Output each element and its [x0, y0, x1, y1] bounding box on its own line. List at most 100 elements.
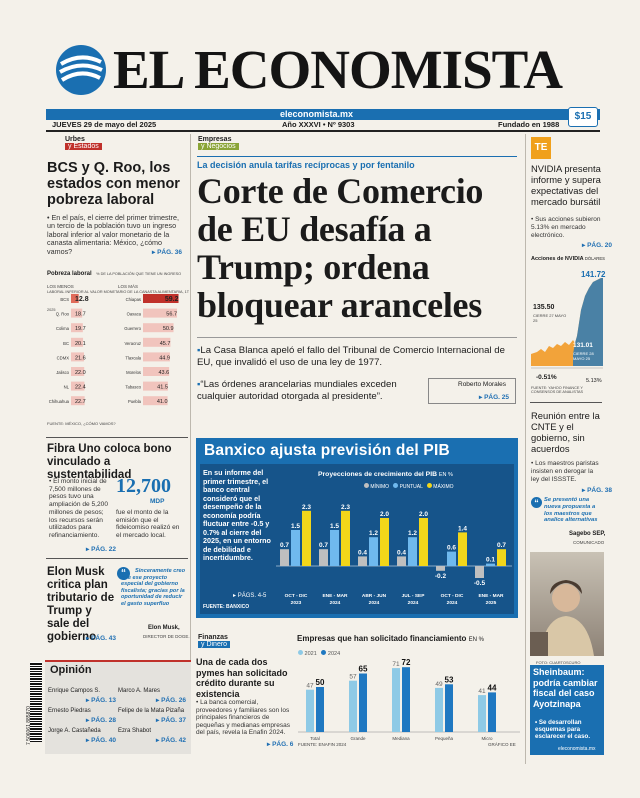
founded-label: Fundado en 1988	[498, 120, 560, 129]
pobreza-chart-title: Pobreza laboral % DE LA POBLACIÓN QUE TI…	[47, 271, 189, 312]
financiamiento-bar	[435, 687, 443, 732]
financiamiento-category-label: Micro	[482, 736, 493, 741]
musk-quote-author: Elon Musk,	[148, 625, 180, 631]
nvidia-source: FUENTE: YAHOO FINANCE Y CONSENSOS DE ANA…	[531, 386, 584, 394]
pobreza-value-label: 21.6	[75, 355, 86, 361]
pib-value-label: 2.3	[341, 504, 350, 511]
pib-bar	[486, 563, 495, 566]
opinion-columnist[interactable]: Ezra Shabot	[118, 728, 152, 734]
fibra-headline[interactable]: Fibra Uno coloca bono vinculado a susten…	[47, 443, 172, 481]
opinion-page-link[interactable]: PÁG. 42	[156, 736, 186, 744]
pib-bar	[475, 566, 484, 578]
pobreza-category-label: Morelos	[126, 370, 141, 375]
opinion-columnist[interactable]: Ernesto Piedras	[48, 708, 91, 714]
sheinbaum-url[interactable]: eleconomista.mx	[558, 746, 596, 752]
cnte-quote-role: COMUNICADO	[573, 540, 605, 545]
pib-bar	[291, 530, 300, 566]
financiamiento-value-label: 47	[306, 683, 314, 690]
financiamiento-value-label: 65	[359, 665, 368, 674]
pib-value-label: 1.5	[291, 523, 300, 530]
fibra-bullet: • El monto inicial de 7,500 millones de …	[49, 478, 109, 539]
pib-bar	[497, 549, 506, 566]
masthead-bar	[46, 109, 600, 120]
pib-value-label: 2.0	[419, 511, 428, 518]
pobreza-category-label: Colima	[56, 326, 70, 331]
nvidia-label-1: 135.50	[533, 304, 555, 311]
finanzas-headline[interactable]: Una de cada dos pymes han solicitado cré…	[196, 657, 288, 699]
pobreza-value-label: 43.6	[158, 370, 169, 376]
opinion-columnist[interactable]: Felipe de la Mata Pizaña	[118, 708, 185, 714]
financiamiento-value-label: 49	[435, 681, 443, 688]
musk-quote: Sinceramente creo que ese proyecto espec…	[121, 568, 186, 607]
sheinbaum-photo	[530, 552, 604, 656]
banxico-page-link[interactable]: ▸ PÁGS. 4-5	[233, 593, 267, 599]
barcode	[30, 662, 42, 742]
pobreza-value-label: 18.7	[75, 312, 86, 318]
pib-category-year: 2024	[447, 600, 458, 606]
pobreza-category-label: Puebla	[128, 399, 142, 404]
pobreza-bar	[143, 323, 174, 333]
financiamiento-bar	[478, 695, 486, 732]
pobreza-bar	[71, 352, 84, 362]
pobreza-chart: BCS 12.8 Q. Roo 18.7 Colima 19.7 BC 20.1 CDMX 21.…	[49, 294, 179, 406]
barcode-digits: 7 506061 885870	[26, 706, 32, 745]
fibra-page-link[interactable]: PÁG. 22	[86, 545, 116, 553]
lead-page-link[interactable]: PÁG. 25	[479, 393, 509, 401]
pib-value-label: -0.2	[435, 573, 447, 580]
lead-byline-box	[428, 378, 516, 404]
cnte-headline[interactable]: Reunión entre la CNTE y el gobierno, sin…	[531, 410, 600, 454]
pobreza-category-label: Tabasco	[125, 385, 141, 390]
opinion-page-link[interactable]: PÁG. 13	[86, 696, 116, 704]
pobreza-bar	[143, 396, 168, 406]
financiamiento-category-label: Total	[310, 736, 320, 741]
pobreza-bar	[71, 381, 85, 391]
pobreza-bar	[71, 294, 79, 303]
opinion-page-link[interactable]: PÁG. 40	[86, 736, 116, 744]
nvidia-page-link[interactable]: PÁG. 20	[582, 241, 612, 249]
pobreza-bullet: • En el país, el cierre del primer trime…	[47, 213, 179, 256]
cnte-quote: Se presentó una nueva propuesta a los ma…	[544, 497, 598, 524]
pobreza-bar	[143, 294, 179, 303]
opinion-columnist[interactable]: Jorge A. Castañeda	[48, 728, 101, 734]
nvidia-label-2: 141.72	[581, 270, 606, 279]
pobreza-value-label: 12.8	[75, 296, 89, 303]
opinion-columnist[interactable]: Enrique Campos S.	[48, 688, 101, 694]
lead-headline[interactable]: Corte de Comercio de EU desafía a Trump;…	[197, 171, 484, 325]
pobreza-value-label: 59.2	[165, 296, 179, 303]
cnte-page-link[interactable]: PÁG. 38	[582, 486, 612, 494]
pobreza-bar	[143, 381, 168, 391]
opinion-columnist[interactable]: Marco A. Mares	[118, 688, 161, 694]
pobreza-value-label: 50.9	[163, 326, 174, 332]
sheinbaum-headline[interactable]: Sheinbaum: podría cambiar fiscal del cas…	[533, 667, 598, 709]
masthead-url[interactable]: eleconomista.mx	[280, 109, 354, 119]
pobreza-bar	[143, 308, 178, 318]
nvidia-headline[interactable]: NVIDIA presenta informe y supera expecta…	[531, 163, 601, 207]
financiamiento-category-label: Mediana	[392, 736, 410, 741]
pobreza-value-label: 44.9	[159, 355, 170, 361]
pobreza-page-link[interactable]: PÁG. 36	[152, 248, 182, 256]
pobreza-category-label: Oaxaca	[127, 312, 142, 317]
banxico-headline[interactable]: Banxico ajusta previsión del PIB	[204, 442, 450, 459]
price-badge: $15	[568, 107, 598, 127]
financiamiento-bar	[402, 667, 410, 732]
section-tag-urbes: Urbes y Estados	[65, 136, 102, 150]
pobreza-category-label: Veracruz	[124, 341, 141, 346]
pobreza-headline[interactable]: BCS y Q. Roo, los estados con menor pobr…	[47, 160, 180, 208]
pib-bar	[436, 566, 445, 571]
opinion-page-link[interactable]: PÁG. 28	[86, 716, 116, 724]
pobreza-category-label: BCS	[60, 297, 69, 302]
pib-category-year: 2024	[369, 600, 380, 606]
pib-value-label: 0.7	[319, 542, 328, 549]
banxico-chart-title: Proyecciones de crecimiento del PIB EN %	[318, 471, 453, 478]
pobreza-category-label: Chihuahua	[49, 399, 70, 404]
pib-category-label: ABR - JUN	[362, 593, 387, 599]
financiamiento-bar	[488, 692, 496, 732]
nvidia-label-3b: CIERRE 28 MAYO 25	[573, 351, 594, 361]
finanzas-legend: 2021 2024	[298, 650, 340, 657]
musk-headline[interactable]: Elon Musk critica plan tributario de Tru…	[47, 566, 115, 643]
finanzas-page-link[interactable]: PÁG. 6	[267, 740, 293, 748]
pobreza-bar	[71, 323, 83, 333]
opinion-page-link[interactable]: PÁG. 26	[156, 696, 186, 704]
opinion-page-link[interactable]: PÁG. 37	[156, 716, 186, 724]
musk-page-link[interactable]: PÁG. 43	[86, 634, 116, 642]
